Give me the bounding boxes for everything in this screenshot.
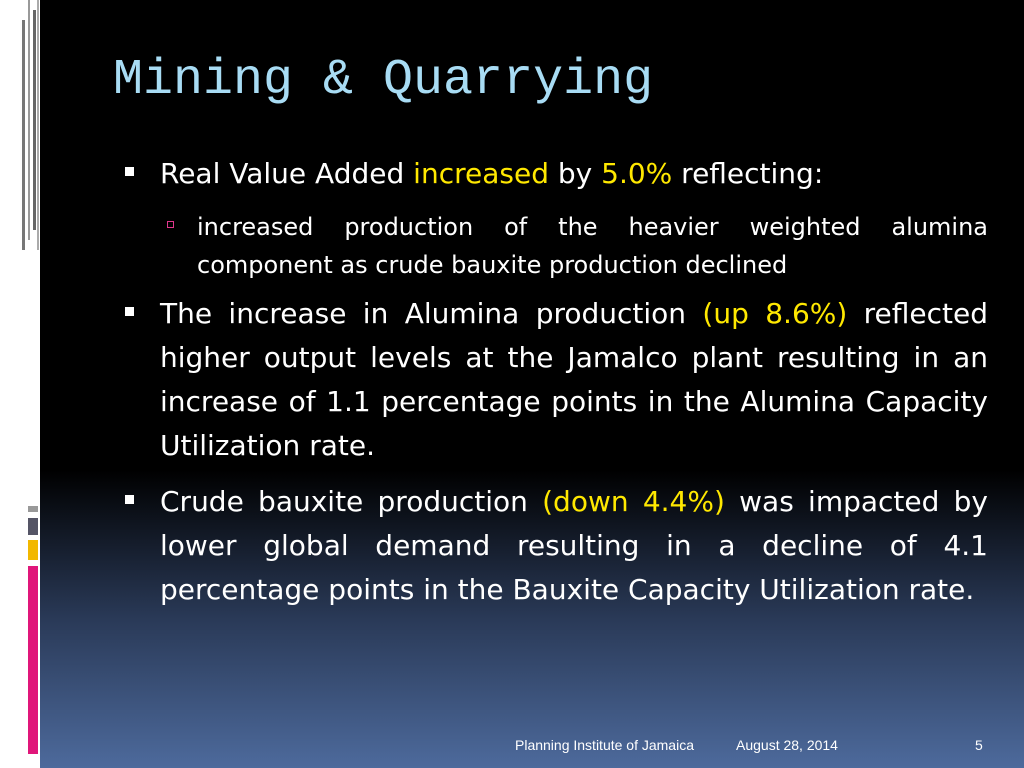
slide-body: Real Value Added increased by 5.0% refle… <box>125 152 989 624</box>
bullet: The increase in Alumina production (up 8… <box>125 292 989 468</box>
bullet: Real Value Added increased by 5.0% refle… <box>125 152 988 196</box>
highlighted-text: (up 8.6%) <box>702 297 848 330</box>
footer-organization: Planning Institute of Jamaica <box>515 737 694 753</box>
text: Crude bauxite production <box>160 485 543 518</box>
bullet: Crude bauxite production (down 4.4%) was… <box>125 480 988 612</box>
text: increased production of the heavier weig… <box>197 213 988 279</box>
text: reflecting: <box>672 157 824 190</box>
highlighted-text: (down 4.4%) <box>542 485 725 518</box>
slide-title: Mining & Quarrying <box>113 52 654 109</box>
highlighted-text: 5.0% <box>601 157 673 190</box>
sub-bullet: increased production of the heavier weig… <box>167 208 988 284</box>
decoration-strip <box>0 0 40 768</box>
text: The increase in Alumina production <box>160 297 703 330</box>
footer-date: August 28, 2014 <box>736 737 838 753</box>
text: reflected higher output levels at the Ja… <box>160 297 989 462</box>
page-number: 5 <box>975 737 983 753</box>
text: Real Value Added <box>160 157 414 190</box>
text: was impacted by lower global demand resu… <box>160 485 988 606</box>
text: by <box>548 157 602 190</box>
highlighted-text: increased <box>413 157 549 190</box>
